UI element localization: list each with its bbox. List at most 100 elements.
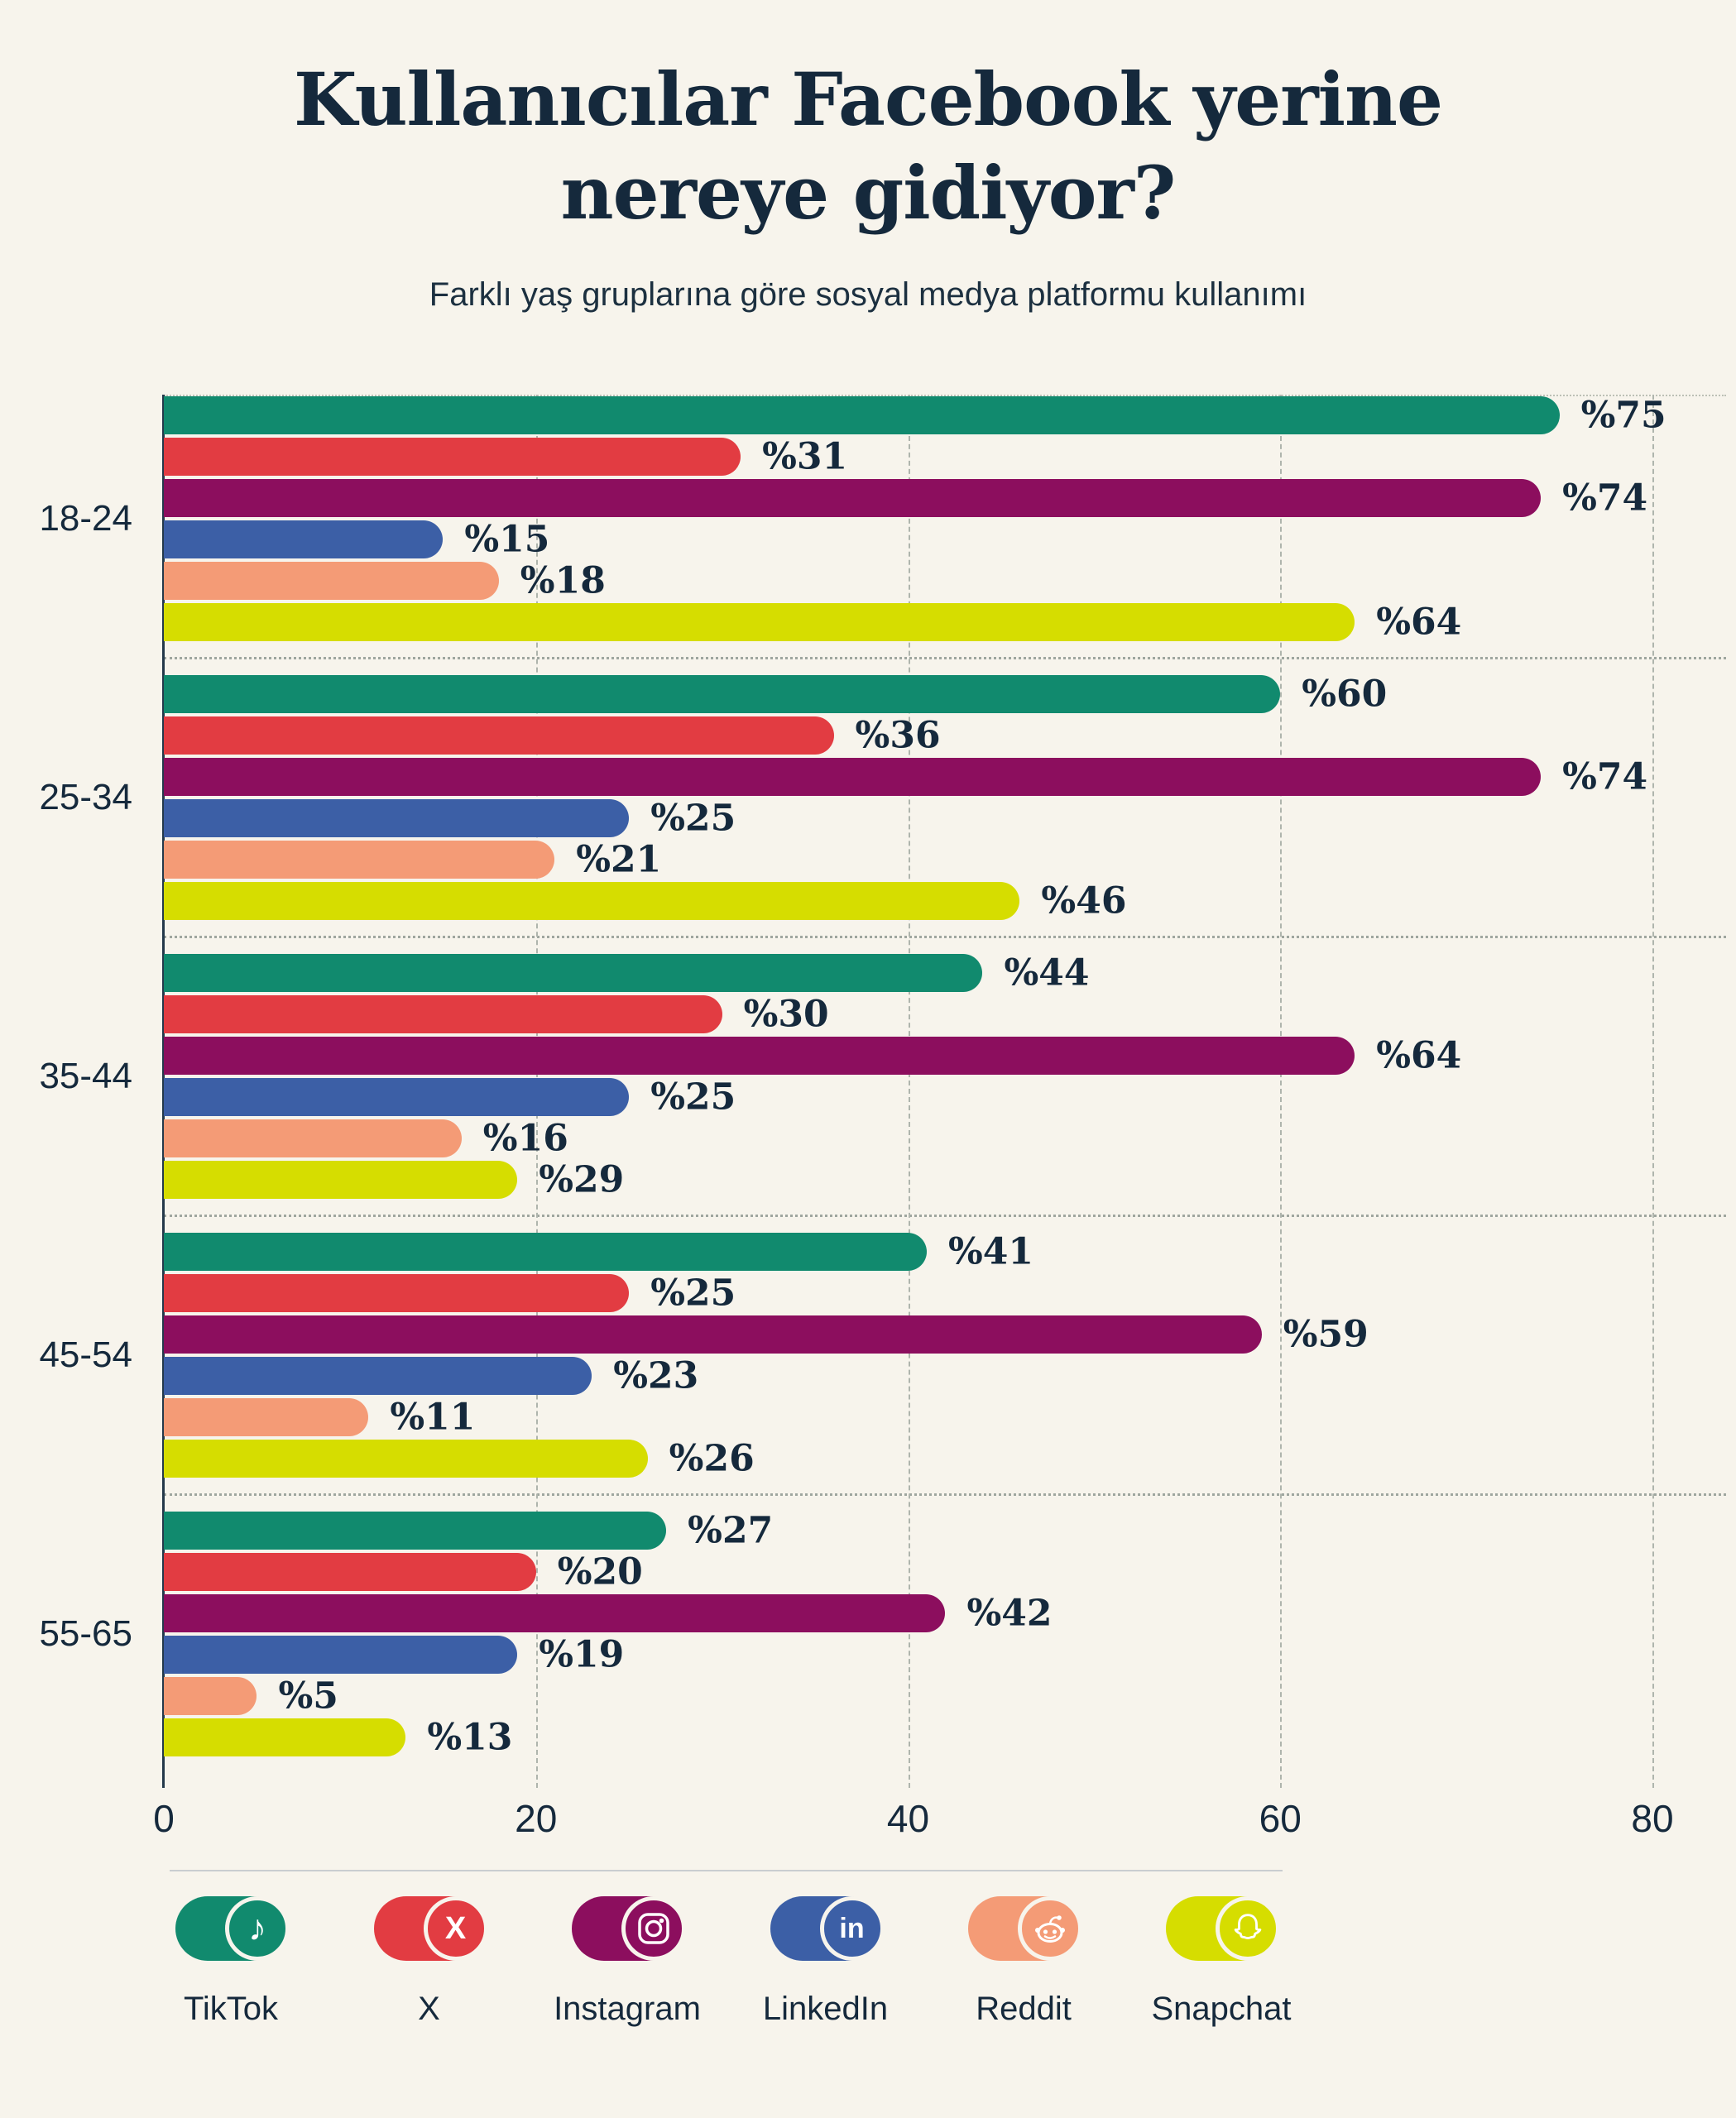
bar-value-label: %13	[427, 1716, 513, 1759]
bar-row-linkedin: %25	[164, 1076, 1726, 1119]
bar-value-label: %25	[650, 797, 736, 840]
legend-item-snapchat: Snapchat	[1114, 1896, 1329, 2028]
bar-linkedin	[164, 1078, 630, 1116]
group-separator	[164, 936, 1726, 938]
legend-label: Snapchat	[1151, 1991, 1292, 2027]
bar-value-label: %21	[576, 838, 662, 881]
tiktok-icon: ♪	[175, 1896, 290, 1961]
bar-row-reddit: %5	[164, 1675, 1726, 1718]
y-axis-line	[162, 395, 165, 1788]
bar-row-tiktok: %27	[164, 1509, 1726, 1552]
bar-x	[164, 1274, 630, 1312]
bar-instagram	[164, 1315, 1262, 1354]
bar-reddit	[164, 841, 555, 879]
x-gridline-60	[1280, 395, 1283, 1788]
bar-snapchat	[164, 1718, 406, 1756]
category-label: 45-54	[39, 1335, 132, 1375]
bar-value-label: %44	[1004, 951, 1090, 994]
bar-value-label: %5	[278, 1675, 338, 1718]
bar-value-label: %30	[743, 993, 829, 1036]
title-line-1: Kullanıcılar Facebook yerine	[294, 56, 1443, 142]
legend-label: TikTok	[183, 1991, 279, 2027]
bar-value-label: %18	[520, 559, 606, 602]
x-icon: X	[373, 1896, 488, 1961]
bar-row-reddit: %21	[164, 838, 1726, 881]
bar-linkedin	[164, 799, 630, 837]
category-label: 55-65	[39, 1613, 132, 1654]
bar-value-label: %25	[650, 1076, 736, 1119]
bar-x	[164, 1553, 536, 1591]
bar-value-label: %15	[464, 518, 550, 561]
bar-row-linkedin: %23	[164, 1354, 1726, 1397]
x-tick-label-40: 40	[886, 1797, 930, 1840]
legend: ♪ TikTok X X Instagram in LinkedIn Reddit Snapch…	[0, 1896, 1736, 2087]
x-tick-label-0: 0	[153, 1797, 175, 1840]
bar-row-reddit: %16	[164, 1117, 1726, 1160]
bar-row-instagram: %59	[164, 1313, 1726, 1356]
category-label: 18-24	[39, 498, 132, 539]
bar-reddit	[164, 1398, 369, 1436]
legend-divider	[170, 1870, 1283, 1871]
x-gridline-40	[908, 395, 910, 1788]
bar-row-linkedin: %19	[164, 1634, 1726, 1676]
bar-value-label: %42	[966, 1592, 1053, 1635]
bar-value-label: %25	[650, 1272, 736, 1315]
bar-row-snapchat: %13	[164, 1716, 1726, 1759]
legend-label: Reddit	[976, 1991, 1072, 2027]
bar-value-label: %74	[1562, 477, 1648, 520]
bar-x	[164, 995, 722, 1033]
bar-value-label: %75	[1580, 394, 1666, 437]
category-label: 25-34	[39, 777, 132, 817]
page-title: Kullanıcılar Facebook yerine nereye gidi…	[0, 53, 1736, 239]
bar-value-label: %23	[613, 1354, 699, 1397]
group-separator	[164, 657, 1726, 659]
bar-tiktok	[164, 1233, 927, 1271]
bar-value-label: %27	[688, 1509, 774, 1552]
bar-tiktok	[164, 396, 1560, 434]
bar-x	[164, 438, 741, 476]
bar-group-25-34: 25-34 %60 %36 %74 %25 %21 %46	[39, 673, 1726, 922]
bar-row-snapchat: %29	[164, 1159, 1726, 1201]
bar-row-instagram: %64	[164, 1034, 1726, 1077]
bar-row-tiktok: %75	[164, 394, 1726, 437]
legend-item-reddit: Reddit	[916, 1896, 1131, 2028]
bar-snapchat	[164, 603, 1355, 641]
bar-reddit	[164, 1119, 462, 1157]
legend-item-tiktok: ♪ TikTok	[123, 1896, 338, 2028]
bar-row-x: %25	[164, 1272, 1726, 1315]
group-separator	[164, 1215, 1726, 1217]
bar-value-label: %64	[1376, 1034, 1462, 1077]
bar-x	[164, 716, 834, 755]
bar-snapchat	[164, 882, 1020, 920]
bar-value-label: %16	[482, 1117, 568, 1160]
bar-group-18-24: 18-24 %75 %31 %74 %15 %18 %64	[39, 394, 1726, 644]
bar-group-35-44: 35-44 %44 %30 %64 %25 %16 %29	[39, 951, 1726, 1201]
bar-tiktok	[164, 1512, 667, 1550]
bar-instagram	[164, 1037, 1355, 1075]
bar-row-x: %30	[164, 993, 1726, 1036]
bar-group-55-65: 55-65 %27 %20 %42 %19 %5 %13	[39, 1509, 1726, 1759]
bar-value-label: %41	[947, 1230, 1034, 1273]
bar-reddit	[164, 562, 499, 600]
legend-coin: X	[423, 1896, 488, 1961]
legend-item-linkedin: in LinkedIn	[718, 1896, 933, 2028]
legend-coin	[621, 1896, 686, 1961]
bar-row-snapchat: %26	[164, 1438, 1726, 1480]
bar-row-linkedin: %15	[164, 518, 1726, 561]
bar-row-instagram: %74	[164, 756, 1726, 798]
bar-value-label: %36	[855, 714, 941, 757]
bar-value-label: %31	[762, 435, 848, 478]
category-label: 35-44	[39, 1056, 132, 1096]
bar-linkedin	[164, 520, 444, 558]
bar-linkedin	[164, 1636, 518, 1674]
bar-value-label: %64	[1376, 601, 1462, 644]
bar-row-linkedin: %25	[164, 797, 1726, 840]
x-tick-label-80: 80	[1631, 1797, 1674, 1840]
legend-label: LinkedIn	[762, 1991, 889, 2027]
bar-instagram	[164, 479, 1542, 517]
bar-value-label: %59	[1283, 1313, 1369, 1356]
reddit-icon	[968, 1896, 1082, 1961]
x-gridline-80	[1652, 395, 1654, 1788]
bar-snapchat	[164, 1440, 648, 1478]
